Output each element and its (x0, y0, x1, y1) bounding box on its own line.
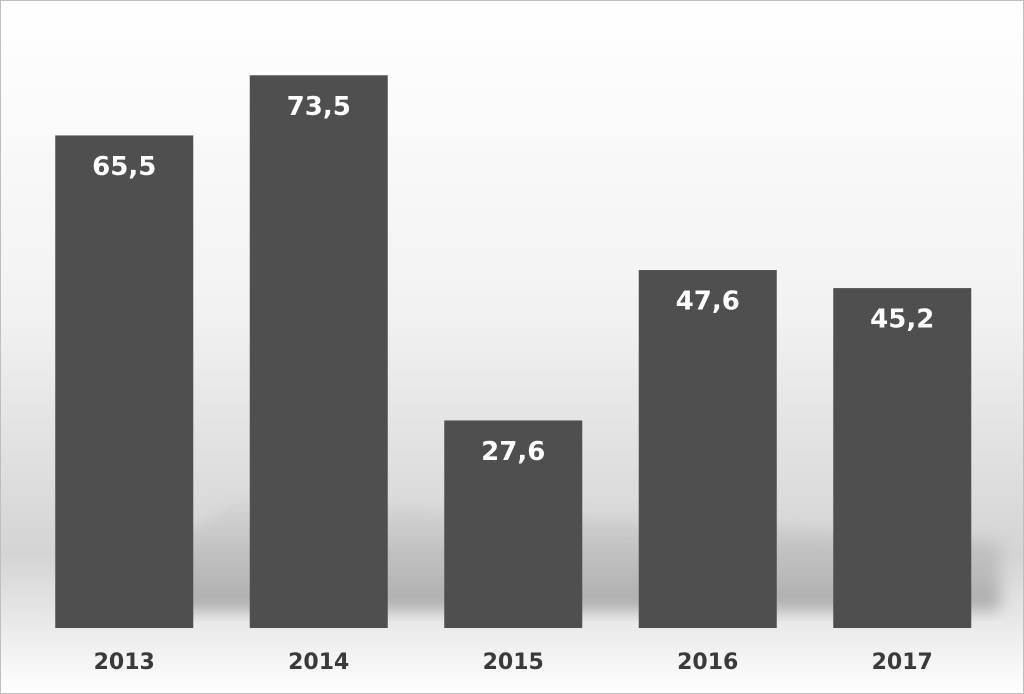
x-tick-label: 2013 (94, 650, 155, 675)
bar (638, 270, 777, 628)
value-label: 47,6 (676, 287, 740, 317)
x-tick-label: 2015 (483, 650, 544, 675)
bar (833, 288, 972, 628)
x-tick-label: 2017 (872, 650, 933, 675)
value-label: 27,6 (481, 437, 545, 467)
x-tick-label: 2014 (288, 650, 349, 675)
bar (55, 135, 194, 628)
x-tick-label: 2016 (677, 650, 738, 675)
value-label: 45,2 (870, 305, 934, 335)
value-label: 73,5 (287, 92, 351, 122)
value-label: 65,5 (92, 152, 156, 182)
bar (444, 420, 583, 628)
bar (249, 75, 388, 628)
